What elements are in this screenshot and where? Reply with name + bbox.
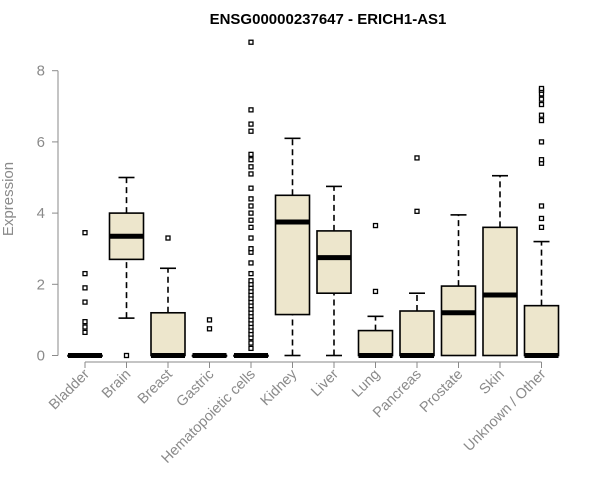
outlier-point [414,155,420,161]
outlier-point [538,96,545,102]
box [274,194,311,316]
box-group [191,317,228,358]
outlier-point [372,222,379,229]
outlier-point [123,352,130,359]
box [482,226,518,357]
outlier-point [82,299,88,305]
y-axis: 0 2 4 6 8 [37,63,59,365]
outlier-point [248,164,254,170]
x-category-label: Lung [349,367,383,401]
outlier-point [248,235,254,241]
outlier-point [538,139,545,145]
outlier-point [248,210,254,216]
outlier-point [248,128,254,134]
outlier-point [248,107,254,113]
box [357,329,394,357]
plot-area [67,39,560,359]
x-category-label: Skin [477,367,508,398]
box [440,285,477,357]
chart-title: ENSG00000237647 - ERICH1-AS1 [210,11,447,28]
box-group [399,155,435,358]
box-group [274,137,311,357]
box-group [482,174,518,357]
outlier-point [82,324,88,330]
outlier-point [538,157,545,163]
outlier-point [538,117,545,124]
x-category-label: Prostate [417,367,466,416]
outlier-point [206,317,213,323]
outlier-point [248,171,254,177]
box-group [523,85,560,358]
box-group [150,235,186,358]
box-group [357,222,394,358]
outlier-point [248,217,254,223]
box [399,310,435,357]
outlier-point [248,270,254,277]
y-tick-label: 0 [37,348,45,365]
outlier-point [248,121,254,127]
outlier-point [248,151,254,158]
outlier-point [248,278,254,284]
box [523,304,560,357]
box-group [67,230,103,358]
outlier-point [82,270,88,277]
outlier-point [248,340,254,346]
y-tick-label: 4 [37,205,45,222]
outlier-point [82,285,88,291]
outlier-point [372,288,379,295]
outlier-point [538,224,545,230]
x-category-label: Breast [135,367,176,408]
x-category-label: Kidney [258,366,301,409]
outlier-point [248,196,254,202]
outlier-point [538,203,545,209]
outlier-point [82,329,88,336]
outlier-point [538,101,545,108]
box-group [233,39,269,358]
outlier-point [82,319,88,325]
box-group [440,214,477,357]
outlier-point [165,235,171,241]
outlier-point [538,215,545,222]
outlier-point [248,260,254,266]
box-group [108,176,145,359]
outlier-point [248,39,254,45]
box-group [316,185,352,357]
outlier-point [248,345,254,352]
x-category-label: Brain [99,367,134,402]
outlier-point [82,230,88,236]
outlier-point [248,246,254,252]
outlier-point [248,203,254,209]
y-tick-label: 6 [37,134,45,151]
y-tick-label: 8 [37,63,45,80]
outlier-point [414,208,420,214]
x-category-label: Bladder [46,366,93,413]
box [150,311,186,357]
outlier-point [248,157,254,163]
outlier-point [248,224,254,230]
outlier-point [538,85,545,92]
y-axis-label: Expression [0,162,17,236]
y-tick-label: 2 [37,276,45,293]
x-category-label: Liver [308,366,342,400]
outlier-point [206,326,213,332]
outlier-point [538,112,545,118]
box [316,230,352,294]
outlier-point [248,185,254,191]
